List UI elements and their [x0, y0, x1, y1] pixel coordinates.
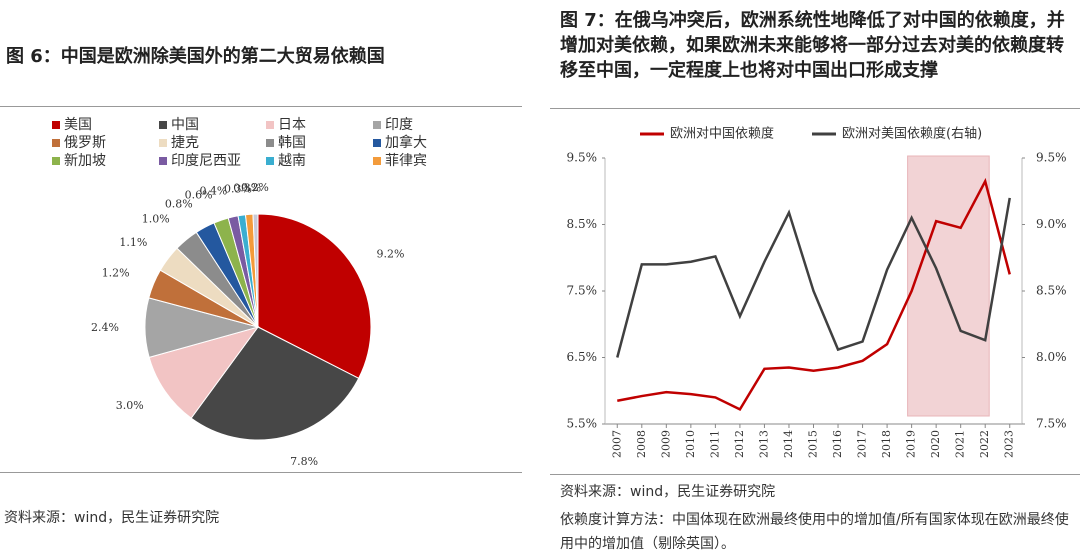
- legend-swatch: [266, 157, 274, 165]
- x-tick-label: 2008: [635, 430, 648, 458]
- legend-swatch: [266, 139, 274, 147]
- x-tick-label: 2014: [782, 430, 795, 458]
- x-tick-label: 2010: [684, 430, 697, 458]
- legend-swatch: [373, 139, 381, 147]
- chart-title: 图 6：中国是欧洲除美国外的第二大贸易依赖国: [6, 46, 385, 67]
- source-note: 资料来源：wind，民生证券研究院: [560, 484, 776, 500]
- legend-label: 印度尼西亚: [171, 153, 241, 169]
- data-label: 0.4%: [199, 184, 227, 197]
- y2-tick-label: 7.5%: [1036, 417, 1067, 431]
- legend-label: 印度: [385, 117, 413, 133]
- y2-tick-label: 9.0%: [1036, 217, 1067, 231]
- x-tick-label: 2011: [708, 430, 721, 458]
- legend-label: 欧洲对美国依赖度(右轴): [842, 126, 982, 142]
- x-tick-label: 2018: [880, 430, 893, 458]
- y-tick-label: 9.5%: [567, 151, 598, 165]
- divider: [550, 474, 1080, 475]
- legend-label: 欧洲对中国依赖度: [670, 126, 774, 142]
- y-tick-label: 5.5%: [567, 417, 598, 431]
- data-label: 0.3%: [233, 181, 261, 194]
- x-tick-label: 2009: [659, 430, 672, 458]
- legend-swatch: [159, 121, 167, 129]
- legend-label: 中国: [171, 117, 199, 133]
- data-label: 1.0%: [142, 213, 170, 226]
- legend-label: 韩国: [278, 135, 306, 151]
- legend-swatch: [159, 139, 167, 147]
- x-tick-label: 2020: [929, 430, 942, 458]
- pie-slice: [257, 213, 372, 380]
- divider: [0, 106, 522, 107]
- series-line: [617, 177, 1011, 411]
- legend-label: 加拿大: [385, 134, 427, 151]
- data-label: 0.3%: [224, 182, 252, 195]
- legend-label: 越南: [278, 153, 306, 169]
- chart-title: 图 7：在俄乌冲突后，欧洲系统性地降低了对中国的依赖度，并增加对美依赖，如果欧洲…: [560, 10, 1065, 81]
- y-tick-label: 7.5%: [567, 284, 598, 298]
- data-label: 1.1%: [119, 236, 147, 249]
- source-note: 资料来源：wind，民生证券研究院: [4, 510, 220, 526]
- legend-swatch: [52, 121, 60, 129]
- legend-label: 日本: [278, 117, 306, 133]
- legend-swatch: [52, 139, 60, 147]
- x-tick-label: 2015: [807, 430, 820, 458]
- legend-label: 菲律宾: [385, 153, 427, 169]
- x-tick-label: 2013: [757, 430, 770, 458]
- pie-slice: [252, 213, 259, 328]
- x-tick-label: 2022: [978, 430, 991, 458]
- data-label: 9.2%: [377, 247, 405, 260]
- legend-swatch: [52, 157, 60, 165]
- y2-tick-label: 9.5%: [1036, 151, 1067, 165]
- x-tick-label: 2017: [856, 430, 869, 458]
- x-tick-label: 2019: [905, 430, 918, 458]
- data-label: 0.6%: [185, 189, 213, 202]
- x-tick-label: 2021: [954, 430, 967, 458]
- x-tick-label: 2012: [733, 430, 746, 458]
- legend-swatch: [373, 157, 381, 165]
- x-tick-label: 2007: [610, 430, 623, 458]
- legend-label: 俄罗斯: [64, 135, 106, 151]
- data-label: 3.0%: [116, 399, 144, 412]
- legend-label: 捷克: [171, 135, 199, 151]
- y2-tick-label: 8.5%: [1036, 284, 1067, 298]
- data-label: 2.4%: [91, 321, 119, 334]
- legend-label: 新加坡: [64, 153, 106, 169]
- data-label: 7.8%: [290, 455, 318, 468]
- data-label: 0.8%: [165, 197, 193, 210]
- y2-tick-label: 8.0%: [1036, 350, 1067, 364]
- pie-slice: [190, 326, 360, 441]
- y-tick-label: 8.5%: [567, 217, 598, 231]
- legend-label: 美国: [64, 117, 92, 133]
- data-label: 1.2%: [102, 267, 130, 280]
- method-note: 依赖度计算方法：中国体现在欧洲最终使用中的增加值/所有国家体现在欧洲最终使用中的…: [560, 512, 1069, 552]
- x-tick-label: 2023: [1003, 430, 1016, 458]
- divider: [0, 472, 522, 473]
- legend-swatch: [266, 121, 274, 129]
- legend-swatch: [373, 121, 381, 129]
- series-line: [616, 197, 1011, 358]
- data-label: 0.2%: [241, 181, 269, 194]
- divider: [550, 108, 1080, 109]
- legend-swatch: [159, 157, 167, 165]
- x-tick-label: 2016: [831, 430, 844, 458]
- y-tick-label: 6.5%: [567, 350, 598, 364]
